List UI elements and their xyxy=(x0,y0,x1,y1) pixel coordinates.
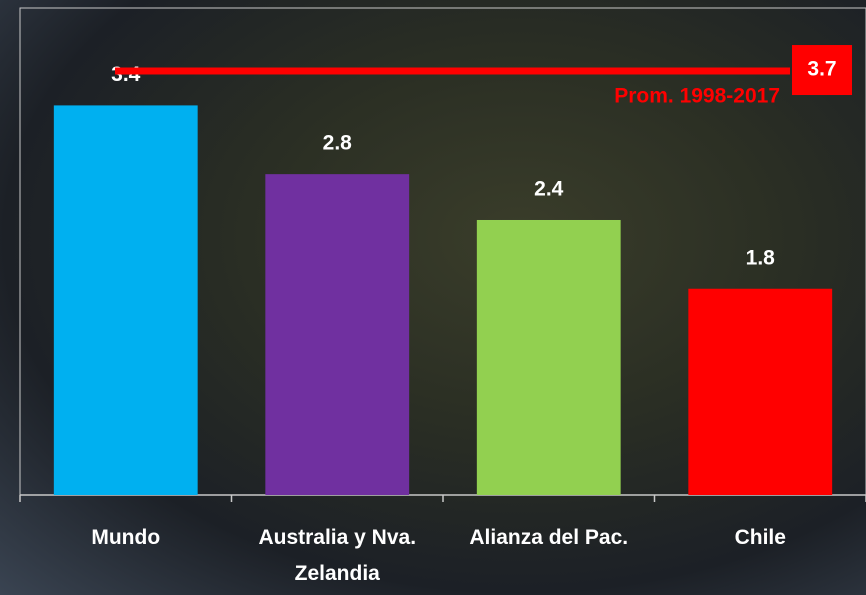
bar xyxy=(53,105,198,496)
x-tick-label: Alianza del Pac. xyxy=(469,526,629,549)
bar xyxy=(688,288,833,495)
reference-label: Prom. 1998-2017 xyxy=(614,85,780,108)
value-label: 2.4 xyxy=(534,178,564,201)
value-label: 2.8 xyxy=(323,132,353,155)
x-tick-label: Chile xyxy=(734,526,786,549)
reference-value-box xyxy=(792,45,852,96)
value-label: 1.8 xyxy=(746,246,776,269)
x-tick-label: Mundo xyxy=(91,526,161,549)
bar xyxy=(476,219,621,496)
bar xyxy=(265,174,410,495)
reference-value-label: 3.7 xyxy=(807,58,836,81)
x-tick-label: Australia y Nva. Zelandia xyxy=(258,526,417,585)
